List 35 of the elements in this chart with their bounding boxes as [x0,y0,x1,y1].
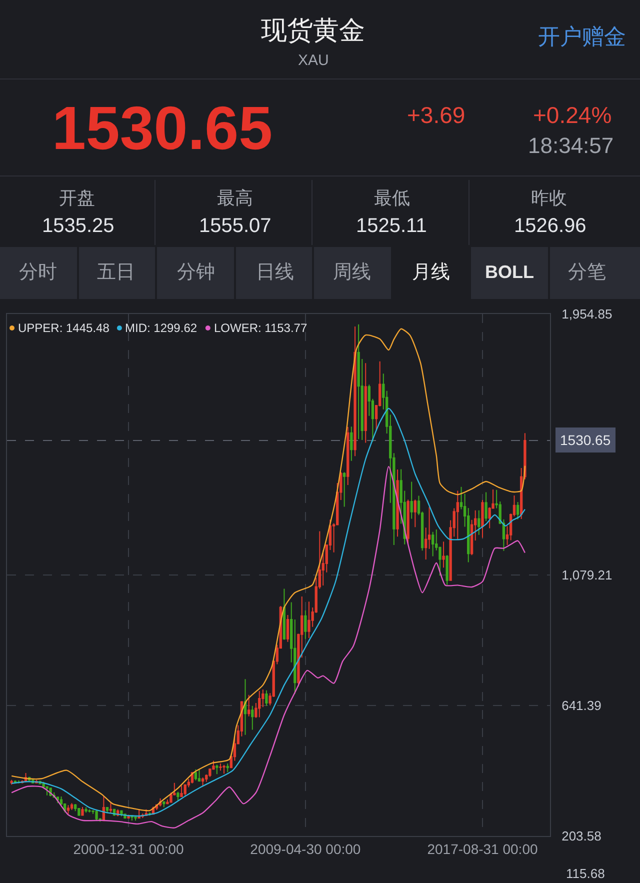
text: 日线 [256,262,294,283]
text: 18:34:57 [528,133,614,158]
x-tick-label: 2017-08-31 00:00 [427,840,538,857]
text: 最低 [374,188,410,208]
text: 开户赠金 [538,24,626,49]
text: 分时 [19,262,57,283]
text: 1555.07 [199,215,272,237]
text: 1526.96 [514,215,586,237]
text: 开盘 [59,188,95,208]
y-tick-label: 1,079.21 [562,568,612,583]
legend-label: UPPER: 1445.48 [18,321,110,335]
text: 五日 [97,262,135,283]
y-tick-label: 641.39 [562,698,602,714]
text: 周线 [333,262,371,283]
x-tick-label: 2009-04-30 00:00 [250,840,361,857]
legend-label: MID: 1299.62 [125,321,198,335]
text: 月线 [412,262,450,283]
legend-label: LOWER: 1153.77 [214,321,308,335]
text: 1525.11 [356,215,427,237]
text: 分钟 [177,262,215,283]
y-tick-label: 203.58 [562,828,602,844]
text: 115.68 [566,866,605,881]
text: 昨收 [531,188,567,208]
text: +0.24% [533,102,612,128]
text: +3.69 [407,102,466,128]
chart-subtitle: XAU [298,52,329,69]
text: 1535.25 [42,215,114,237]
chart-title: 现货黄金 [261,15,365,46]
text: 最高 [217,188,253,208]
text: BOLL [485,262,534,282]
text: 分笔 [568,262,606,283]
x-tick-label: 2000-12-31 00:00 [73,840,184,857]
ref-line-label: 1530.65 [560,432,611,448]
text: 1530.65 [52,94,272,162]
y-tick-label: 1,954.85 [562,306,612,322]
